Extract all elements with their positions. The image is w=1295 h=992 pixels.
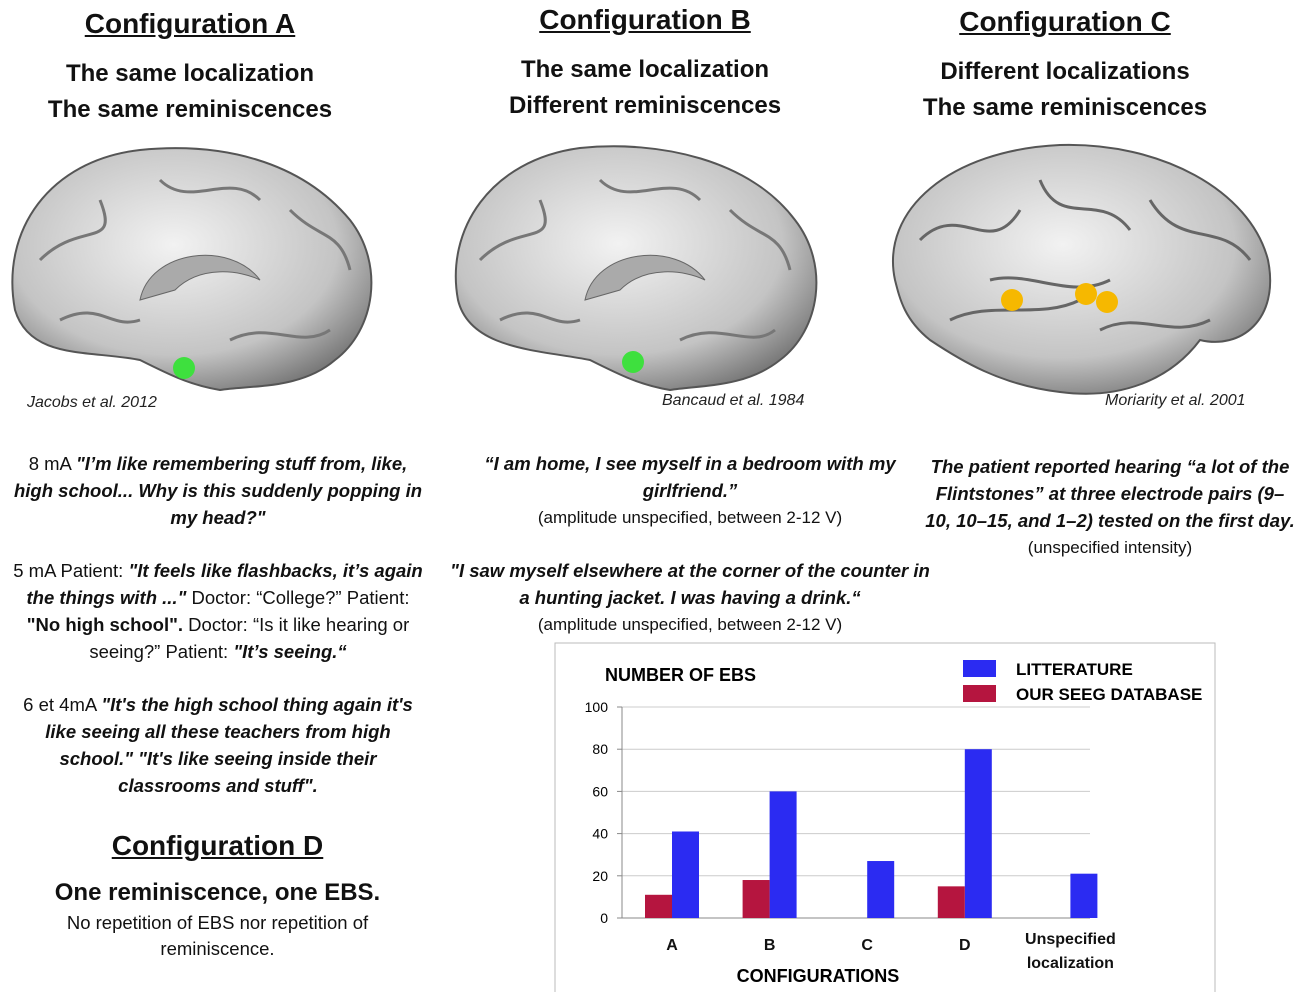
electrode [1001,289,1023,311]
legend-label: OUR SEEG DATABASE [1016,685,1202,704]
chart-frame [554,642,1216,992]
paragraph: “I am home, I see myself in a bedroom wi… [445,450,935,531]
config-subtitle: Different localizations [940,58,1190,85]
config-subtitle: The same localization [65,60,315,87]
spacer [905,38,1225,54]
bar [672,831,699,918]
config-text: The patient reported hearing “a lot of t… [925,453,1295,587]
x-tick-label: D [959,937,971,954]
spacer [40,40,340,56]
paragraph: 8 mA "I’m like remembering stuff from, l… [8,450,428,531]
electrode [1075,283,1097,305]
text-run: (amplitude unspecified, between 2-12 V) [537,615,843,634]
text-run: (amplitude unspecified, between 2-12 V) [537,508,843,527]
config-d: Configuration D One reminiscence, one EBS… [20,830,415,962]
bar [645,894,672,918]
electrode [622,351,644,373]
paragraph: "I saw myself elsewhere at the corner of… [445,557,935,638]
x-tick-label: C [861,937,873,954]
bar [937,886,965,918]
x-tick-label: B [763,937,776,954]
x-tick-label: Unspecified localization [1025,931,1116,972]
legend-label: LITTERATURE [1016,660,1133,679]
config-header: Configuration A The same localization The … [40,8,340,128]
text-run: 8 mA [28,453,77,474]
paragraph: No repetition of EBS nor repetition of r… [20,910,415,962]
x-tick-label-box: Unspecified localization [1025,931,1116,972]
text-run: "It's the high school thing again it's l… [45,694,413,796]
chart-title: NUMBER OF EBS [605,665,756,685]
text-run: "It feels like flashbacks, it’s again th… [26,560,423,608]
text-run: 5 mA Patient: [13,560,129,581]
config-header: Configuration C Different localizations Th… [905,6,1225,126]
citation: Bancaud et al. 1984 [662,392,805,409]
text-run: 6 et 4mA [23,694,102,715]
y-tick-label: 0 [600,910,608,926]
config-subtitle: The same reminiscences [922,94,1208,121]
chart: 0 20 40 60 80 100 A B C D Unspecified localization… [585,660,1202,972]
config-subtitle: The same reminiscences [47,96,333,123]
text-run: One reminiscence, one EBS. [54,879,381,906]
y-tick-label: 20 [592,868,608,884]
paragraph: One reminiscence, one EBS. [20,880,415,906]
text-run: “I am home, I see myself in a bedroom wi… [484,453,896,501]
text-run: Doctor: “College?” Patient: [186,587,410,608]
text-run: "It’s seeing.“ [233,641,347,662]
bar [964,749,992,918]
x-tick-label-box: B [763,937,776,954]
config-text: 8 mA "I’m like remembering stuff from, l… [8,450,428,825]
text-run: "I saw myself elsewhere at the corner of… [450,560,930,608]
text-run: The patient reported hearing “a lot of t… [925,456,1295,531]
config-text: One reminiscence, one EBS. No repetition … [20,880,415,962]
citation: Jacobs et al. 2012 [27,394,157,411]
bar [742,880,770,918]
bar [867,861,895,918]
text-run: "I’m like remembering stuff from, like, … [13,453,423,528]
citation: Moriarity et al. 2001 [1105,392,1246,409]
legend-swatch [963,660,996,677]
config-text: “I am home, I see myself in a bedroom wi… [445,450,935,664]
paragraph: The patient reported hearing “a lot of t… [925,453,1295,561]
legend-swatch [963,685,996,702]
brain-a [11,147,373,392]
config-title: Configuration B [539,4,751,35]
electrode [1096,291,1118,313]
x-tick-label: A [666,937,678,954]
bar [1070,873,1098,918]
y-tick-label: 40 [592,826,608,842]
paragraph: 6 et 4mA "It's the high school thing aga… [8,691,428,799]
spacer [490,36,800,52]
brain-b [454,145,818,392]
config-title: Configuration C [959,6,1171,37]
x-tick-label-box: A [666,937,678,954]
x-tick-label-box: D [959,937,971,954]
text-run: No repetition of EBS nor repetition of r… [66,912,369,959]
text-run: Doctor: “Is it like hearing or seeing?” … [89,614,410,662]
electrode [173,357,195,379]
text-run: (unspecified intensity) [1027,538,1193,557]
x-axis-title: CONFIGURATIONS [737,966,900,986]
y-tick-label: 60 [592,783,608,799]
config-header: Configuration B The same localization Diff… [490,4,800,124]
x-tick-label-box: C [861,937,873,954]
text-run: "No high school". [26,614,184,635]
bar [769,791,797,918]
config-title: Configuration A [84,8,296,39]
brain-c [892,143,1272,395]
config-subtitle: The same localization [520,56,770,83]
config-title: Configuration D [111,830,324,861]
paragraph: 5 mA Patient: "It feels like flashbacks,… [8,557,428,665]
config-subtitle: Different reminiscences [508,92,782,119]
y-tick-label: 100 [585,699,609,715]
y-tick-label: 80 [592,741,608,757]
